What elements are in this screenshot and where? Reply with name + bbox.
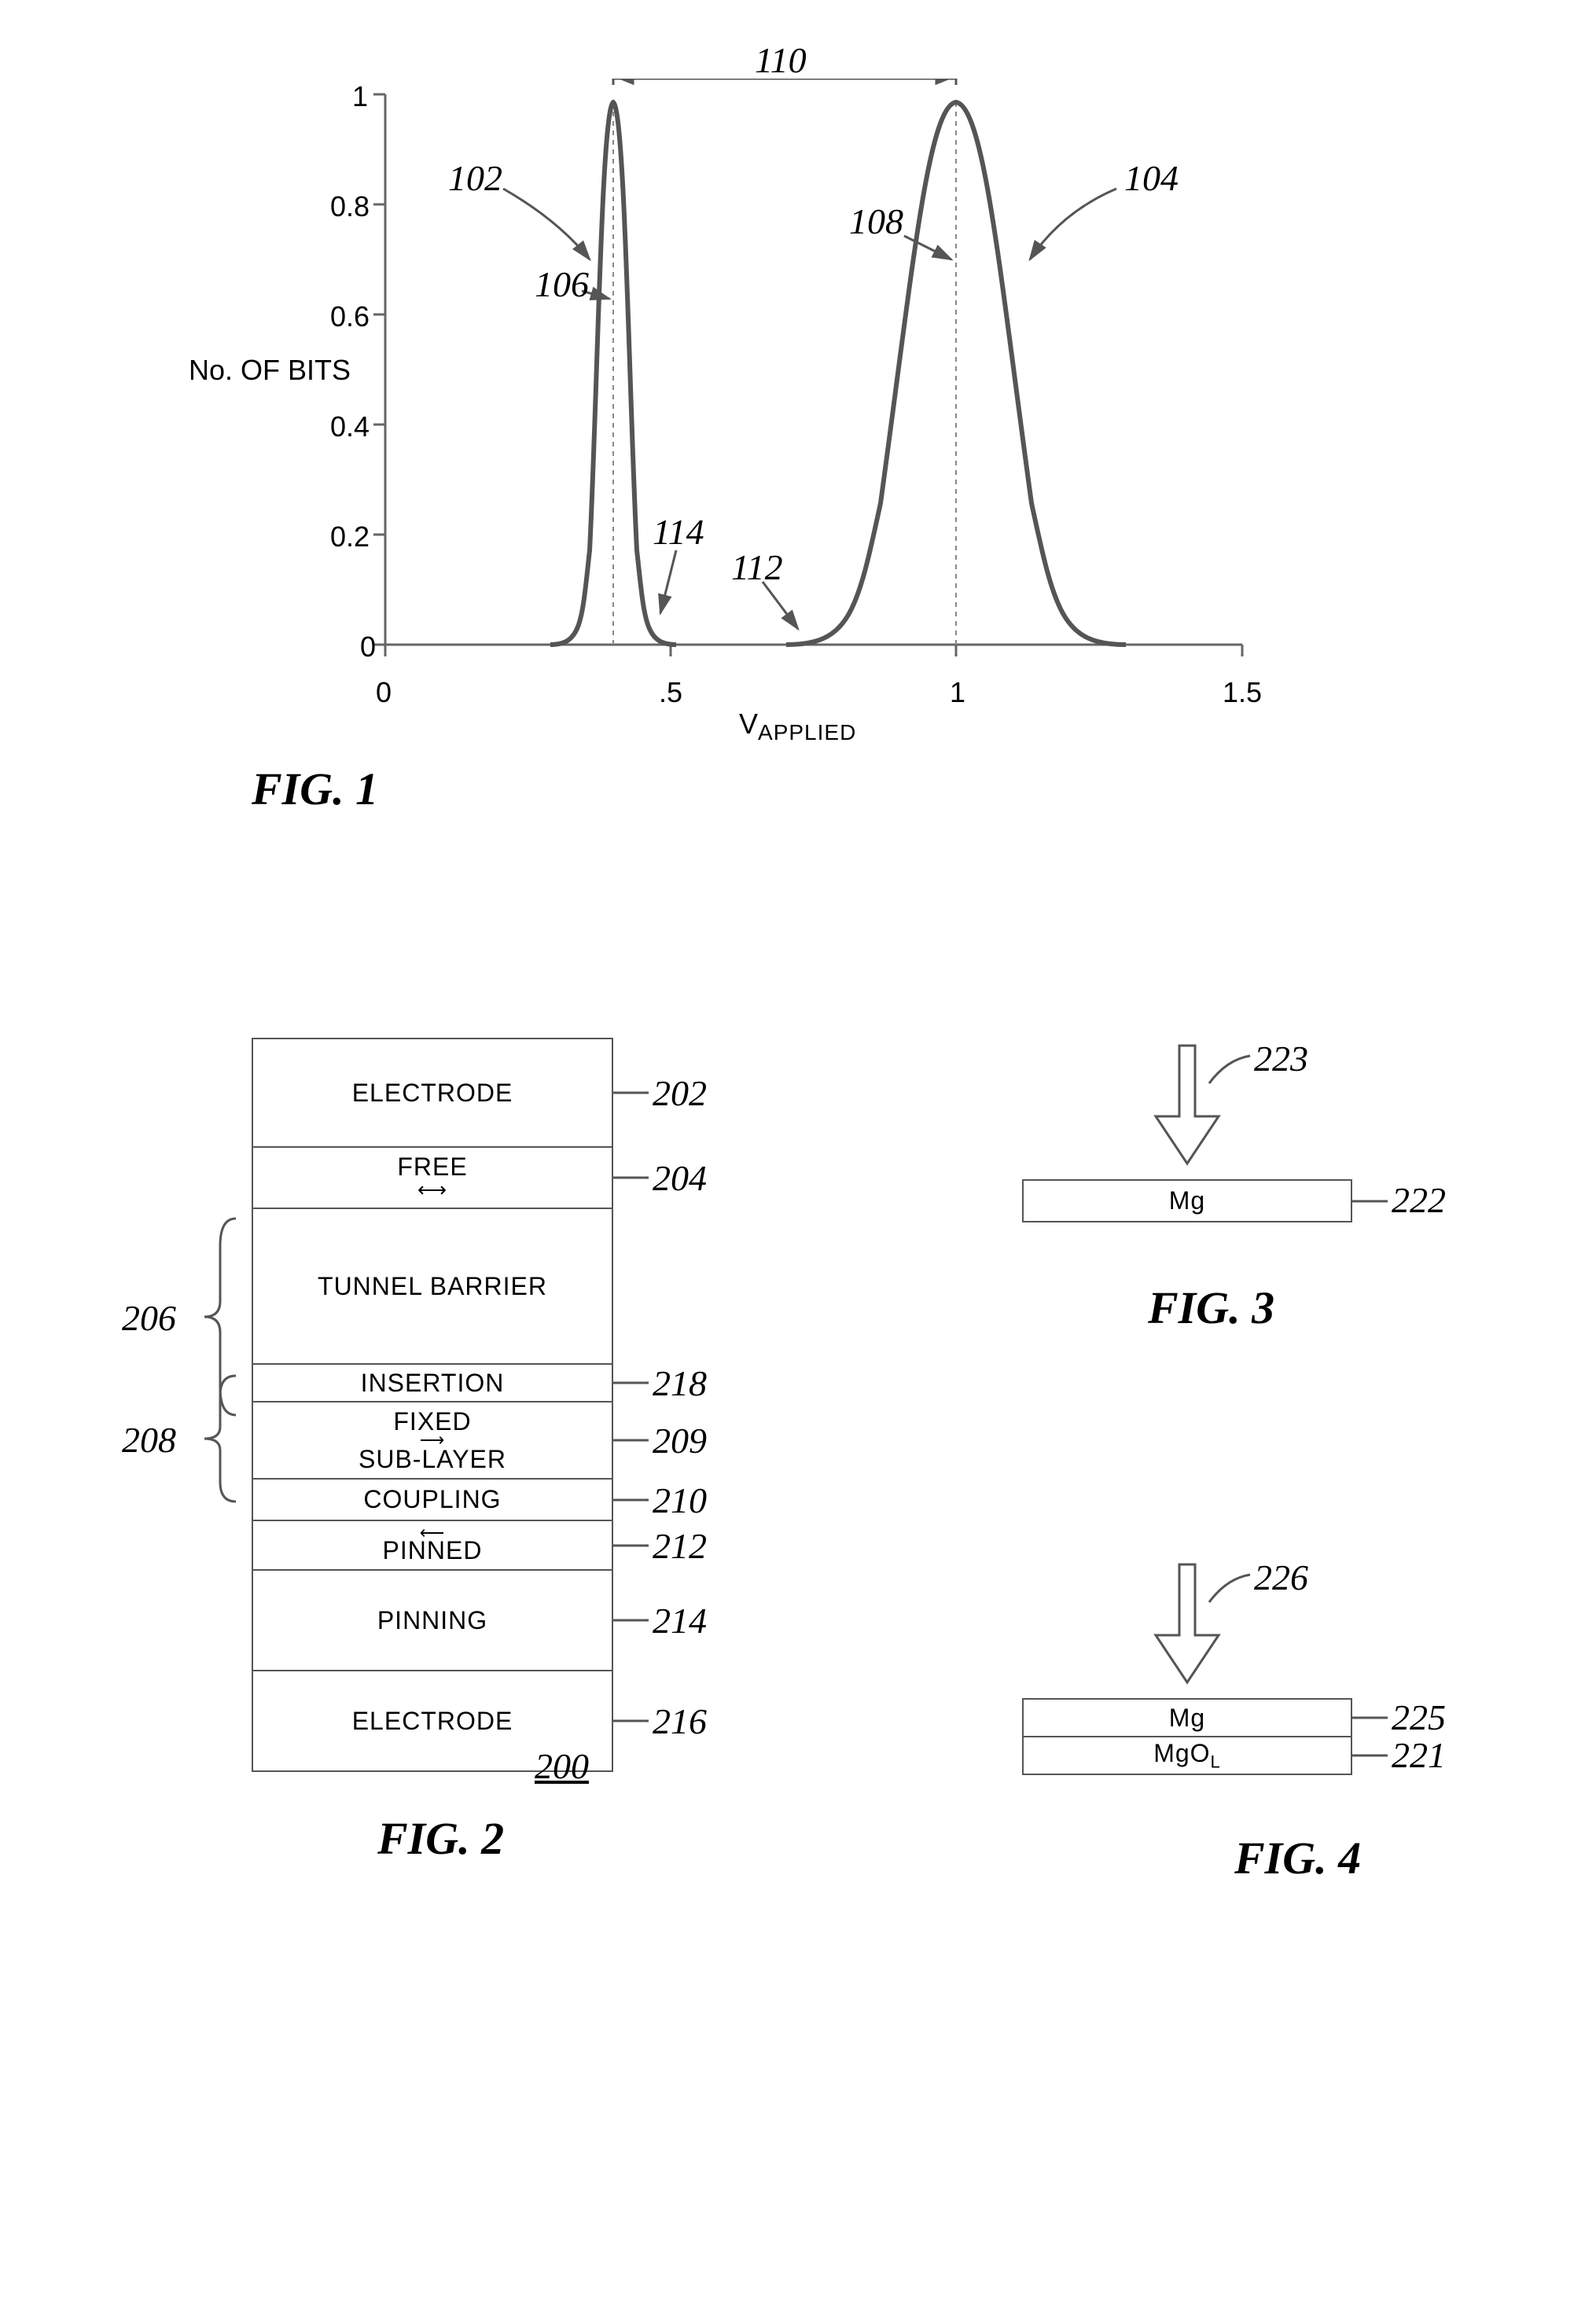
callout-218: 218 [653, 1362, 707, 1404]
callout-202: 202 [653, 1072, 707, 1114]
callout-114: 114 [653, 511, 704, 553]
callout-222: 222 [1392, 1179, 1446, 1221]
fig3-mg-text: Mg [1169, 1186, 1205, 1215]
fig3-layer-mg: Mg [1022, 1179, 1352, 1222]
ytick-4: 0.8 [330, 190, 370, 223]
callout-209: 209 [653, 1420, 707, 1461]
callout-102: 102 [448, 157, 502, 199]
fig4: 226 Mg MgOL 225 221 FIG. 4 [975, 1557, 1525, 2028]
fig2-layer-7: PINNING [252, 1569, 613, 1671]
ytick-1: 0.2 [330, 520, 370, 553]
ref-200: 200 [535, 1745, 589, 1787]
fig4-mg-text: Mg [1169, 1704, 1205, 1733]
fig1: 0 .5 1 1.5 0 0.2 0.4 0.6 0.8 1 No. OF BI… [47, 47, 1549, 818]
fig2-layer-1: FREE⟷ [252, 1146, 613, 1209]
xlabel-main: V [739, 708, 758, 740]
callout-112: 112 [731, 546, 783, 588]
callout-106: 106 [535, 263, 589, 305]
ylabel: No. OF BITS [189, 354, 351, 387]
callout-110: 110 [755, 39, 807, 81]
xtick-0: 0 [376, 676, 392, 709]
xtick-1: .5 [659, 676, 682, 709]
fig2-layer-5: COUPLING [252, 1478, 613, 1521]
fig2-label: FIG. 2 [377, 1812, 504, 1865]
xtick-2: 1 [950, 676, 965, 709]
ytick-5: 1 [352, 80, 376, 113]
fig3: 223 Mg 222 FIG. 3 [975, 1038, 1525, 1431]
callout-223: 223 [1254, 1038, 1308, 1079]
fig4-label: FIG. 4 [1234, 1832, 1361, 1884]
callout-226: 226 [1254, 1557, 1308, 1598]
callout-225: 225 [1392, 1697, 1446, 1738]
fig2-layer-3: INSERTION [252, 1363, 613, 1402]
fig3-label: FIG. 3 [1148, 1281, 1274, 1334]
fig4-layer-mgol: MgOL [1022, 1736, 1352, 1775]
xlabel: VAPPLIED [739, 708, 856, 745]
callout-221: 221 [1392, 1734, 1446, 1776]
ytick-0: 0 [352, 630, 376, 664]
callout-104: 104 [1124, 157, 1179, 199]
fig1-label: FIG. 1 [252, 763, 378, 815]
callout-216: 216 [653, 1700, 707, 1742]
callout-212: 212 [653, 1525, 707, 1567]
fig2-layer-6: ⟵PINNED [252, 1520, 613, 1571]
xtick-3: 1.5 [1223, 676, 1262, 709]
callout-108: 108 [849, 200, 903, 242]
ytick-3: 0.6 [330, 300, 370, 333]
fig2-layer-0: ELECTRODE [252, 1038, 613, 1148]
fig2: ELECTRODE 202 FREE⟷ 204 TUNNEL BARRIERINSERT… [47, 1038, 833, 2217]
xlabel-sub: APPLIED [758, 720, 856, 744]
ytick-2: 0.4 [330, 410, 370, 443]
page: 0 .5 1 1.5 0 0.2 0.4 0.6 0.8 1 No. OF BI… [47, 47, 1549, 2258]
fig2-layer-4: FIXED⟶SUB-LAYER [252, 1401, 613, 1480]
fig4-layer-mg: Mg [1022, 1698, 1352, 1737]
bracket-208 [189, 1372, 252, 1505]
callout-210: 210 [653, 1480, 707, 1521]
callout-214: 214 [653, 1600, 707, 1641]
fig4-mgol-text: MgOL [1153, 1739, 1221, 1772]
callout-206: 206 [122, 1297, 176, 1339]
fig2-layer-2: TUNNEL BARRIER [252, 1208, 613, 1365]
callout-204: 204 [653, 1157, 707, 1199]
callout-208: 208 [122, 1419, 176, 1461]
